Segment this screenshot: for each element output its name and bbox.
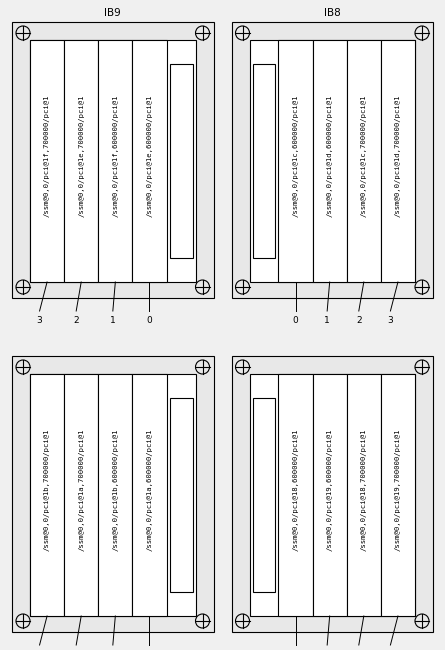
Text: /ssm@0,0/pci@18,600000/pci@1: /ssm@0,0/pci@18,600000/pci@1 [292,429,299,551]
Text: IB8: IB8 [324,8,340,18]
Bar [64,374,98,616]
Bar [133,40,166,282]
Bar [30,40,64,282]
Bar [170,64,193,258]
Text: /ssm@0,0/pci@1e,700000/pci@1: /ssm@0,0/pci@1e,700000/pci@1 [78,95,84,217]
Text: 3: 3 [388,316,393,325]
Bar [252,398,275,592]
Bar [30,374,64,616]
Text: 0: 0 [293,316,299,325]
Bar [279,40,312,282]
Text: /ssm@0,0/pci@1b,600000/pci@1: /ssm@0,0/pci@1b,600000/pci@1 [112,429,118,551]
Bar [347,40,381,282]
Text: /ssm@0,0/pci@19,700000/pci@1: /ssm@0,0/pci@19,700000/pci@1 [395,429,401,551]
Text: /ssm@0,0/pci@19,600000/pci@1: /ssm@0,0/pci@19,600000/pci@1 [327,429,333,551]
Text: 1: 1 [324,316,330,325]
Bar [279,374,312,616]
Text: /ssm@0,0/pci@1b,700000/pci@1: /ssm@0,0/pci@1b,700000/pci@1 [44,429,50,551]
Text: 2: 2 [73,316,79,325]
Bar [381,40,415,282]
Bar [30,40,195,282]
Text: 2: 2 [356,316,362,325]
Bar [381,374,415,616]
Bar [312,40,347,282]
Text: /ssm@0,0/pci@1f,600000/pci@1: /ssm@0,0/pci@1f,600000/pci@1 [112,95,118,217]
Bar [231,356,433,632]
Text: 0: 0 [146,316,152,325]
Bar [250,40,415,282]
Bar [12,356,214,632]
Bar [231,22,433,298]
Text: /ssm@0,0/pci@1f,700000/pci@1: /ssm@0,0/pci@1f,700000/pci@1 [44,95,50,217]
Bar [250,374,415,616]
Bar [98,374,133,616]
Bar [347,374,381,616]
Text: /ssm@0,0/pci@18,700000/pci@1: /ssm@0,0/pci@18,700000/pci@1 [361,429,367,551]
Text: /ssm@0,0/pci@1d,600000/pci@1: /ssm@0,0/pci@1d,600000/pci@1 [327,95,333,217]
Bar [252,64,275,258]
Bar [64,40,98,282]
Bar [312,374,347,616]
Text: 1: 1 [110,316,116,325]
Bar [133,374,166,616]
Text: /ssm@0,0/pci@1e,600000/pci@1: /ssm@0,0/pci@1e,600000/pci@1 [146,95,153,217]
Bar [12,22,214,298]
Text: /ssm@0,0/pci@1c,600000/pci@1: /ssm@0,0/pci@1c,600000/pci@1 [292,95,299,217]
Bar [30,374,195,616]
Text: IB9: IB9 [105,8,121,18]
Text: /ssm@0,0/pci@1d,700000/pci@1: /ssm@0,0/pci@1d,700000/pci@1 [395,95,401,217]
Bar [170,398,193,592]
Text: /ssm@0,0/pci@1c,700000/pci@1: /ssm@0,0/pci@1c,700000/pci@1 [361,95,367,217]
Text: /ssm@0,0/pci@1a,600000/pci@1: /ssm@0,0/pci@1a,600000/pci@1 [146,429,153,551]
Bar [98,40,133,282]
Text: 3: 3 [36,316,42,325]
Text: /ssm@0,0/pci@1a,700000/pci@1: /ssm@0,0/pci@1a,700000/pci@1 [78,429,84,551]
